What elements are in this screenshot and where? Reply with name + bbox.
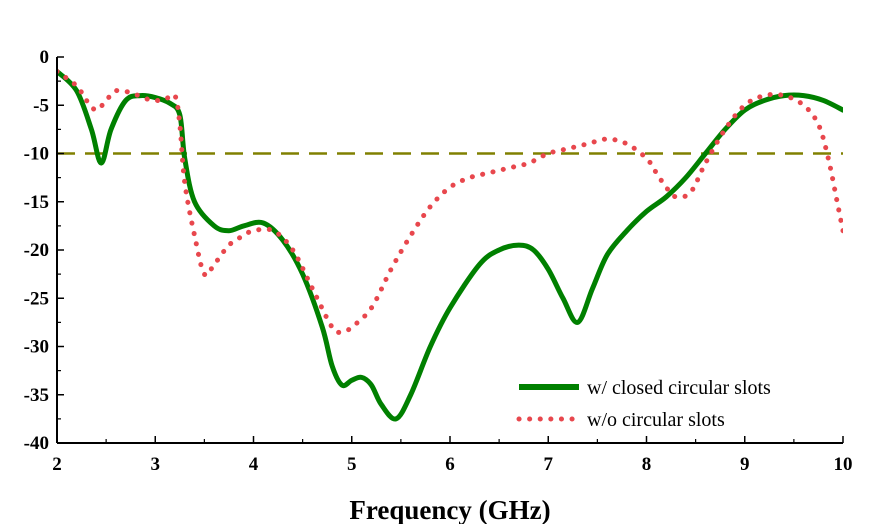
x-tick-label: 5 — [347, 454, 357, 475]
x-tick-label: 3 — [151, 454, 161, 475]
x-tick-label: 6 — [445, 454, 455, 475]
y-tick-label: -15 — [24, 192, 49, 213]
axes-group — [56, 56, 844, 444]
x-tick-label: 8 — [642, 454, 652, 475]
y-tick-label: -40 — [24, 433, 49, 454]
series-group — [57, 68, 843, 422]
y-tick-label: 0 — [40, 47, 50, 68]
y-tick-label: -35 — [24, 385, 49, 406]
x-tick-label: 7 — [544, 454, 554, 475]
y-tick-label: -10 — [24, 144, 49, 165]
y-tick-label: -5 — [33, 95, 49, 116]
x-axis-title: Frequency (GHz) — [349, 495, 550, 524]
series-line-no-slots — [57, 68, 843, 335]
legend: w/ closed circular slots w/o circular slo… — [516, 377, 771, 431]
x-tick-label: 10 — [834, 454, 853, 475]
y-tick-label: -25 — [24, 288, 49, 309]
tick-labels-group: 2 3 4 5 6 7 8 9 10 0 -5 -10 -15 -20 -25 -30 -35 -40 — [24, 47, 853, 475]
x-tick-label: 9 — [740, 454, 750, 475]
legend-label: w/ closed circular slots — [587, 377, 771, 399]
y-tick-label: -30 — [24, 337, 49, 358]
x-tick-label: 2 — [52, 454, 62, 475]
series-line-closed-slots — [57, 68, 843, 422]
y-tick-label: -20 — [24, 240, 49, 261]
legend-label: w/o circular slots — [587, 409, 725, 431]
x-tick-label: 4 — [249, 454, 259, 475]
